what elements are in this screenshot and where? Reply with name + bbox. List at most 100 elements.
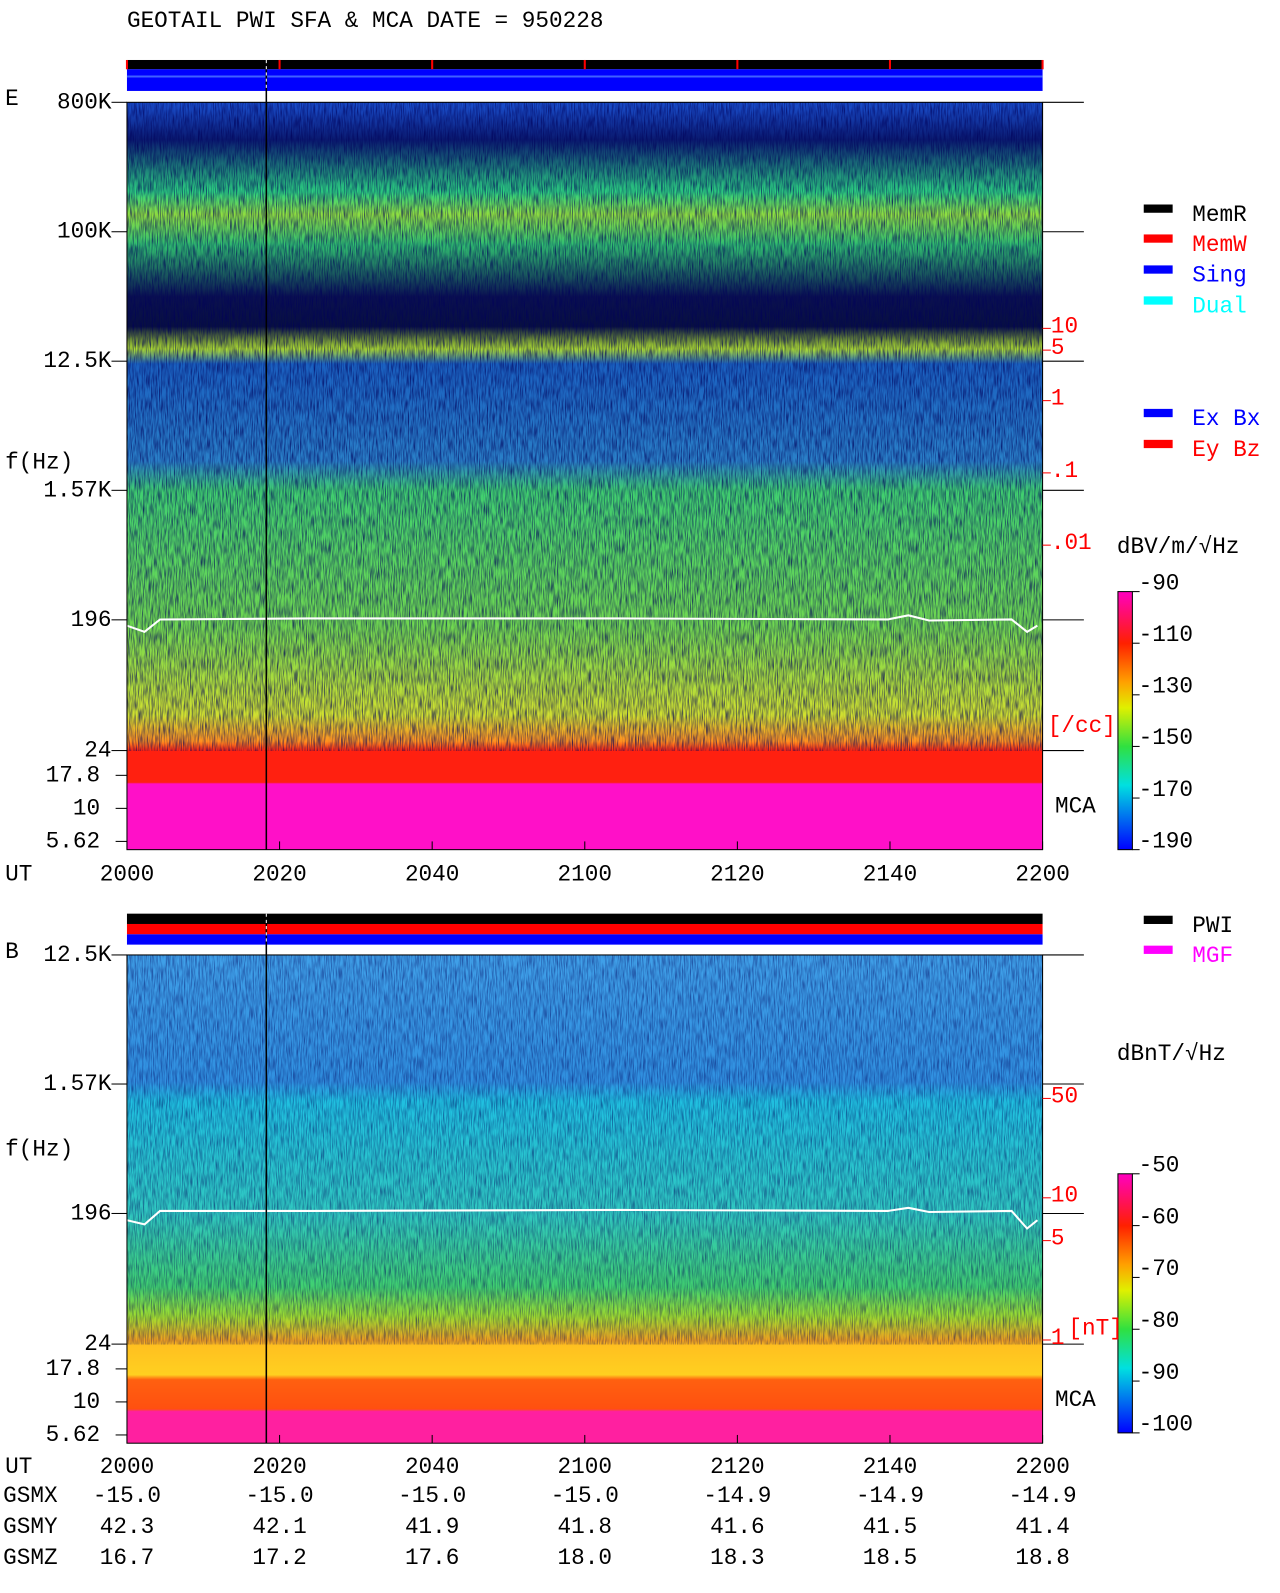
orbit-value: -14.9 <box>703 1483 771 1509</box>
legend-label: Dual <box>1192 294 1246 320</box>
mca-label: MCA <box>1055 1387 1096 1413</box>
orbit-value: 42.3 <box>100 1514 154 1540</box>
mca-tick-label: 17.8 <box>46 762 100 788</box>
orbit-value: 17.2 <box>252 1545 306 1571</box>
colorbar-tick-label: -170 <box>1139 777 1193 803</box>
colorbar-tick-label: -70 <box>1139 1256 1180 1282</box>
orbit-value: 41.5 <box>863 1514 917 1540</box>
y-tick-label: 24 <box>84 738 111 764</box>
mca-tick-label: 5.62 <box>46 828 100 854</box>
legend-label: MemR <box>1192 202 1247 228</box>
x-tick-label: 2020 <box>252 1454 306 1480</box>
orbit-value: 41.4 <box>1015 1514 1069 1540</box>
legend-swatch <box>1143 234 1173 243</box>
orbit-value: -15.0 <box>93 1483 161 1509</box>
status-bar <box>126 69 1043 91</box>
density-unit: [nT] <box>1068 1316 1122 1342</box>
plasma-line <box>126 614 1038 634</box>
orbit-value: -14.9 <box>1009 1483 1077 1509</box>
x-tick-label: 2000 <box>100 861 154 887</box>
status-bar <box>126 934 1043 945</box>
density-tick-label: 50 <box>1051 1083 1078 1109</box>
legend-swatch <box>1143 296 1173 305</box>
y-axis-label: f(Hz) <box>5 450 73 476</box>
colorbar-tick-label: -80 <box>1139 1308 1180 1334</box>
legend-swatch <box>1143 915 1173 924</box>
orbit-value: 18.3 <box>710 1545 764 1571</box>
x-tick-label: 2120 <box>710 861 764 887</box>
orbit-label: GSMY <box>3 1514 58 1540</box>
x-tick-label: 2000 <box>100 1454 154 1480</box>
colorbar <box>1117 1173 1133 1434</box>
texture <box>126 954 1043 1345</box>
colorbar-tick-label: -190 <box>1139 828 1193 854</box>
x-axis-label: UT <box>5 861 32 887</box>
colorbar-tick-label: -90 <box>1139 570 1180 596</box>
x-tick-label: 2140 <box>863 861 917 887</box>
density-tick-label: 5 <box>1051 335 1065 361</box>
y-tick-label: 1.57K <box>43 1071 111 1097</box>
orbit-value: 41.8 <box>558 1514 612 1540</box>
orbit-label: GSMZ <box>3 1545 57 1571</box>
colorbar-tick-label: -50 <box>1139 1153 1180 1179</box>
density-unit: [/cc] <box>1048 713 1116 739</box>
x-tick-label: 2040 <box>405 1454 459 1480</box>
density-tick-label: 1 <box>1051 386 1065 412</box>
density-tick-label: .1 <box>1051 458 1078 484</box>
colorbar <box>1117 591 1133 851</box>
panel-label: E <box>5 86 19 112</box>
y-tick-label: 1.57K <box>43 477 111 503</box>
y-axis-label: f(Hz) <box>5 1137 73 1163</box>
x-tick-label: 2200 <box>1015 861 1069 887</box>
x-tick-label: 2140 <box>863 1454 917 1480</box>
legend-label: Ey Bz <box>1192 437 1260 463</box>
orbit-value: 16.7 <box>100 1545 154 1571</box>
orbit-value: -14.9 <box>856 1483 924 1509</box>
legend-label: Ex Bx <box>1192 406 1260 432</box>
status-bar <box>126 923 1043 935</box>
colorbar-unit: dBV/m/√Hz <box>1117 534 1240 560</box>
colorbar-tick-label: -130 <box>1139 674 1193 700</box>
plasma-line <box>126 1206 1039 1230</box>
orbit-value: 18.5 <box>863 1545 917 1571</box>
x-tick-label: 2040 <box>405 861 459 887</box>
mca-label: MCA <box>1055 793 1096 819</box>
colorbar-tick-label: -90 <box>1139 1360 1180 1386</box>
colorbar-tick-label: -60 <box>1139 1204 1180 1230</box>
mca-tick-label: 10 <box>73 1389 100 1415</box>
legend-label: PWI <box>1192 913 1233 939</box>
texture <box>126 102 1043 751</box>
legend-swatch <box>1143 265 1173 274</box>
orbit-value: -15.0 <box>398 1483 466 1509</box>
orbit-value: 41.9 <box>405 1514 459 1540</box>
orbit-value: 42.1 <box>252 1514 306 1540</box>
density-tick-label: 1 <box>1051 1325 1065 1351</box>
title: GEOTAIL PWI SFA & MCA DATE = 950228 <box>127 8 604 34</box>
x-tick-label: 2200 <box>1015 1454 1069 1480</box>
x-tick-label: 2100 <box>558 861 612 887</box>
legend-label: MGF <box>1192 943 1233 969</box>
orbit-value: -15.0 <box>246 1483 314 1509</box>
orbit-value: 18.0 <box>558 1545 612 1571</box>
x-tick-label: 2100 <box>558 1454 612 1480</box>
y-tick-label: 196 <box>71 607 112 633</box>
x-tick-label: 2020 <box>252 861 306 887</box>
orbit-label: GSMX <box>3 1483 58 1509</box>
y-tick-label: 12.5K <box>43 348 111 374</box>
legend-swatch <box>1143 408 1173 418</box>
density-tick-label: 10 <box>1051 313 1078 339</box>
y-tick-label: 24 <box>84 1331 111 1357</box>
orbit-value: 17.6 <box>405 1545 459 1571</box>
density-tick-label: .01 <box>1051 530 1092 556</box>
mca-tick-label: 17.8 <box>46 1356 100 1382</box>
x-axis-label: UT <box>5 1454 32 1480</box>
orbit-value: 18.8 <box>1015 1545 1069 1571</box>
legend-label: Sing <box>1192 263 1246 289</box>
density-tick-label: 5 <box>1051 1226 1065 1252</box>
y-tick-label: 100K <box>57 219 112 245</box>
y-tick-label: 800K <box>57 89 112 115</box>
orbit-value: 41.6 <box>710 1514 764 1540</box>
colorbar-tick-label: -150 <box>1139 725 1193 751</box>
colorbar-tick-label: -110 <box>1139 622 1193 648</box>
